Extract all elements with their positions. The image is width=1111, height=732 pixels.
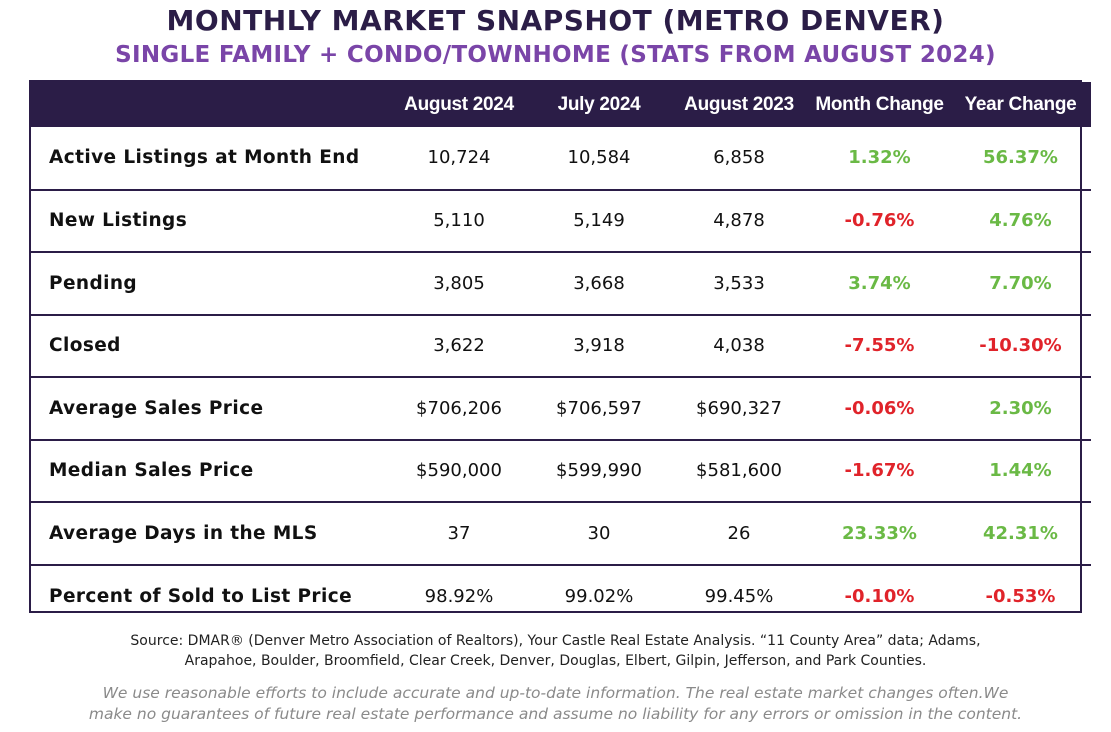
source-line: Source: DMAR® (Denver Metro Association … bbox=[130, 633, 981, 649]
table-row: Active Listings at Month End 10,724 10,5… bbox=[31, 127, 1091, 190]
cell-july-2024: 30 bbox=[587, 522, 611, 544]
cell-month-change: -0.10% bbox=[844, 585, 915, 607]
cell-august-2024: 37 bbox=[447, 522, 471, 544]
cell-year-change: 7.70% bbox=[989, 272, 1052, 294]
cell-august-2023: 4,038 bbox=[713, 335, 765, 357]
cell-month-change: -7.55% bbox=[844, 335, 915, 357]
source-note: Source: DMAR® (Denver Metro Association … bbox=[0, 631, 1111, 671]
cell-july-2024: $706,597 bbox=[556, 397, 642, 419]
table-row: Closed 3,622 3,918 4,038 -7.55% -10.30% bbox=[31, 314, 1091, 378]
disclaimer-line: make no guarantees of future real estate… bbox=[88, 705, 1023, 723]
cell-august-2023: $690,327 bbox=[696, 397, 782, 419]
row-label: Average Sales Price bbox=[49, 397, 264, 419]
cell-july-2024: 10,584 bbox=[567, 147, 631, 169]
table-row: Average Sales Price $706,206 $706,597 $6… bbox=[31, 377, 1091, 440]
cell-august-2023: 26 bbox=[727, 522, 751, 544]
cell-august-2023: 4,878 bbox=[713, 210, 765, 232]
cell-month-change: 3.74% bbox=[848, 272, 911, 294]
market-snapshot-table: August 2024 July 2024 August 2023 Month … bbox=[29, 80, 1091, 613]
cell-august-2024: 10,724 bbox=[427, 147, 491, 169]
cell-month-change: 1.32% bbox=[848, 147, 911, 169]
cell-august-2024: 3,622 bbox=[433, 335, 485, 357]
header-july-2024: July 2024 bbox=[557, 93, 641, 115]
cell-month-change: -1.67% bbox=[844, 460, 915, 482]
cell-year-change: 4.76% bbox=[989, 210, 1052, 232]
cell-july-2024: 3,918 bbox=[573, 335, 625, 357]
table-row: Median Sales Price $590,000 $599,990 $58… bbox=[31, 439, 1091, 503]
disclaimer: We use reasonable efforts to include acc… bbox=[0, 683, 1111, 725]
cell-august-2024: 98.92% bbox=[424, 585, 494, 607]
cell-year-change: 56.37% bbox=[983, 147, 1058, 169]
header-metric bbox=[31, 82, 389, 127]
cell-year-change: -0.53% bbox=[985, 585, 1056, 607]
row-label: Pending bbox=[49, 272, 138, 294]
cell-july-2024: 99.02% bbox=[564, 585, 634, 607]
cell-july-2024: $599,990 bbox=[556, 460, 642, 482]
row-label: Average Days in the MLS bbox=[49, 522, 318, 544]
cell-august-2023: $581,600 bbox=[696, 460, 782, 482]
cell-august-2023: 99.45% bbox=[704, 585, 774, 607]
cell-july-2024: 3,668 bbox=[573, 272, 625, 294]
stats-table: August 2024 July 2024 August 2023 Month … bbox=[31, 82, 1091, 627]
table-row: Percent of Sold to List Price 98.92% 99.… bbox=[31, 564, 1091, 628]
cell-month-change: -0.76% bbox=[844, 210, 915, 232]
cell-august-2024: $590,000 bbox=[416, 460, 502, 482]
cell-august-2023: 3,533 bbox=[713, 272, 765, 294]
row-label: Closed bbox=[49, 335, 121, 357]
cell-august-2023: 6,858 bbox=[713, 147, 765, 169]
cell-july-2024: 5,149 bbox=[573, 210, 625, 232]
row-label: Median Sales Price bbox=[49, 460, 254, 482]
row-label: Percent of Sold to List Price bbox=[49, 585, 353, 607]
table-row: New Listings 5,110 5,149 4,878 -0.76% 4.… bbox=[31, 189, 1091, 253]
header-month-change: Month Change bbox=[815, 93, 944, 115]
page-subtitle: SINGLE FAMILY + CONDO/TOWNHOME (STATS FR… bbox=[115, 42, 996, 68]
disclaimer-line: We use reasonable efforts to include acc… bbox=[102, 684, 1009, 702]
cell-year-change: 2.30% bbox=[989, 397, 1052, 419]
cell-year-change: -10.30% bbox=[979, 335, 1062, 357]
table-header-row: August 2024 July 2024 August 2023 Month … bbox=[31, 82, 1091, 127]
header-august-2023: August 2023 bbox=[684, 93, 794, 115]
row-label: New Listings bbox=[49, 210, 188, 232]
cell-august-2024: 5,110 bbox=[433, 210, 485, 232]
cell-august-2024: $706,206 bbox=[416, 397, 502, 419]
page-title: MONTHLY MARKET SNAPSHOT (METRO DENVER) bbox=[166, 4, 945, 37]
source-line: Arapahoe, Boulder, Broomfield, Clear Cre… bbox=[184, 653, 927, 669]
cell-month-change: -0.06% bbox=[844, 397, 915, 419]
header-august-2024: August 2024 bbox=[404, 93, 514, 115]
cell-year-change: 42.31% bbox=[983, 522, 1058, 544]
cell-year-change: 1.44% bbox=[989, 460, 1052, 482]
table-row: Average Days in the MLS 37 30 26 23.33% … bbox=[31, 502, 1091, 565]
header-year-change: Year Change bbox=[964, 93, 1077, 115]
cell-month-change: 23.33% bbox=[842, 522, 917, 544]
table-row: Pending 3,805 3,668 3,533 3.74% 7.70% bbox=[31, 252, 1091, 315]
cell-august-2024: 3,805 bbox=[433, 272, 485, 294]
row-label: Active Listings at Month End bbox=[49, 147, 360, 169]
